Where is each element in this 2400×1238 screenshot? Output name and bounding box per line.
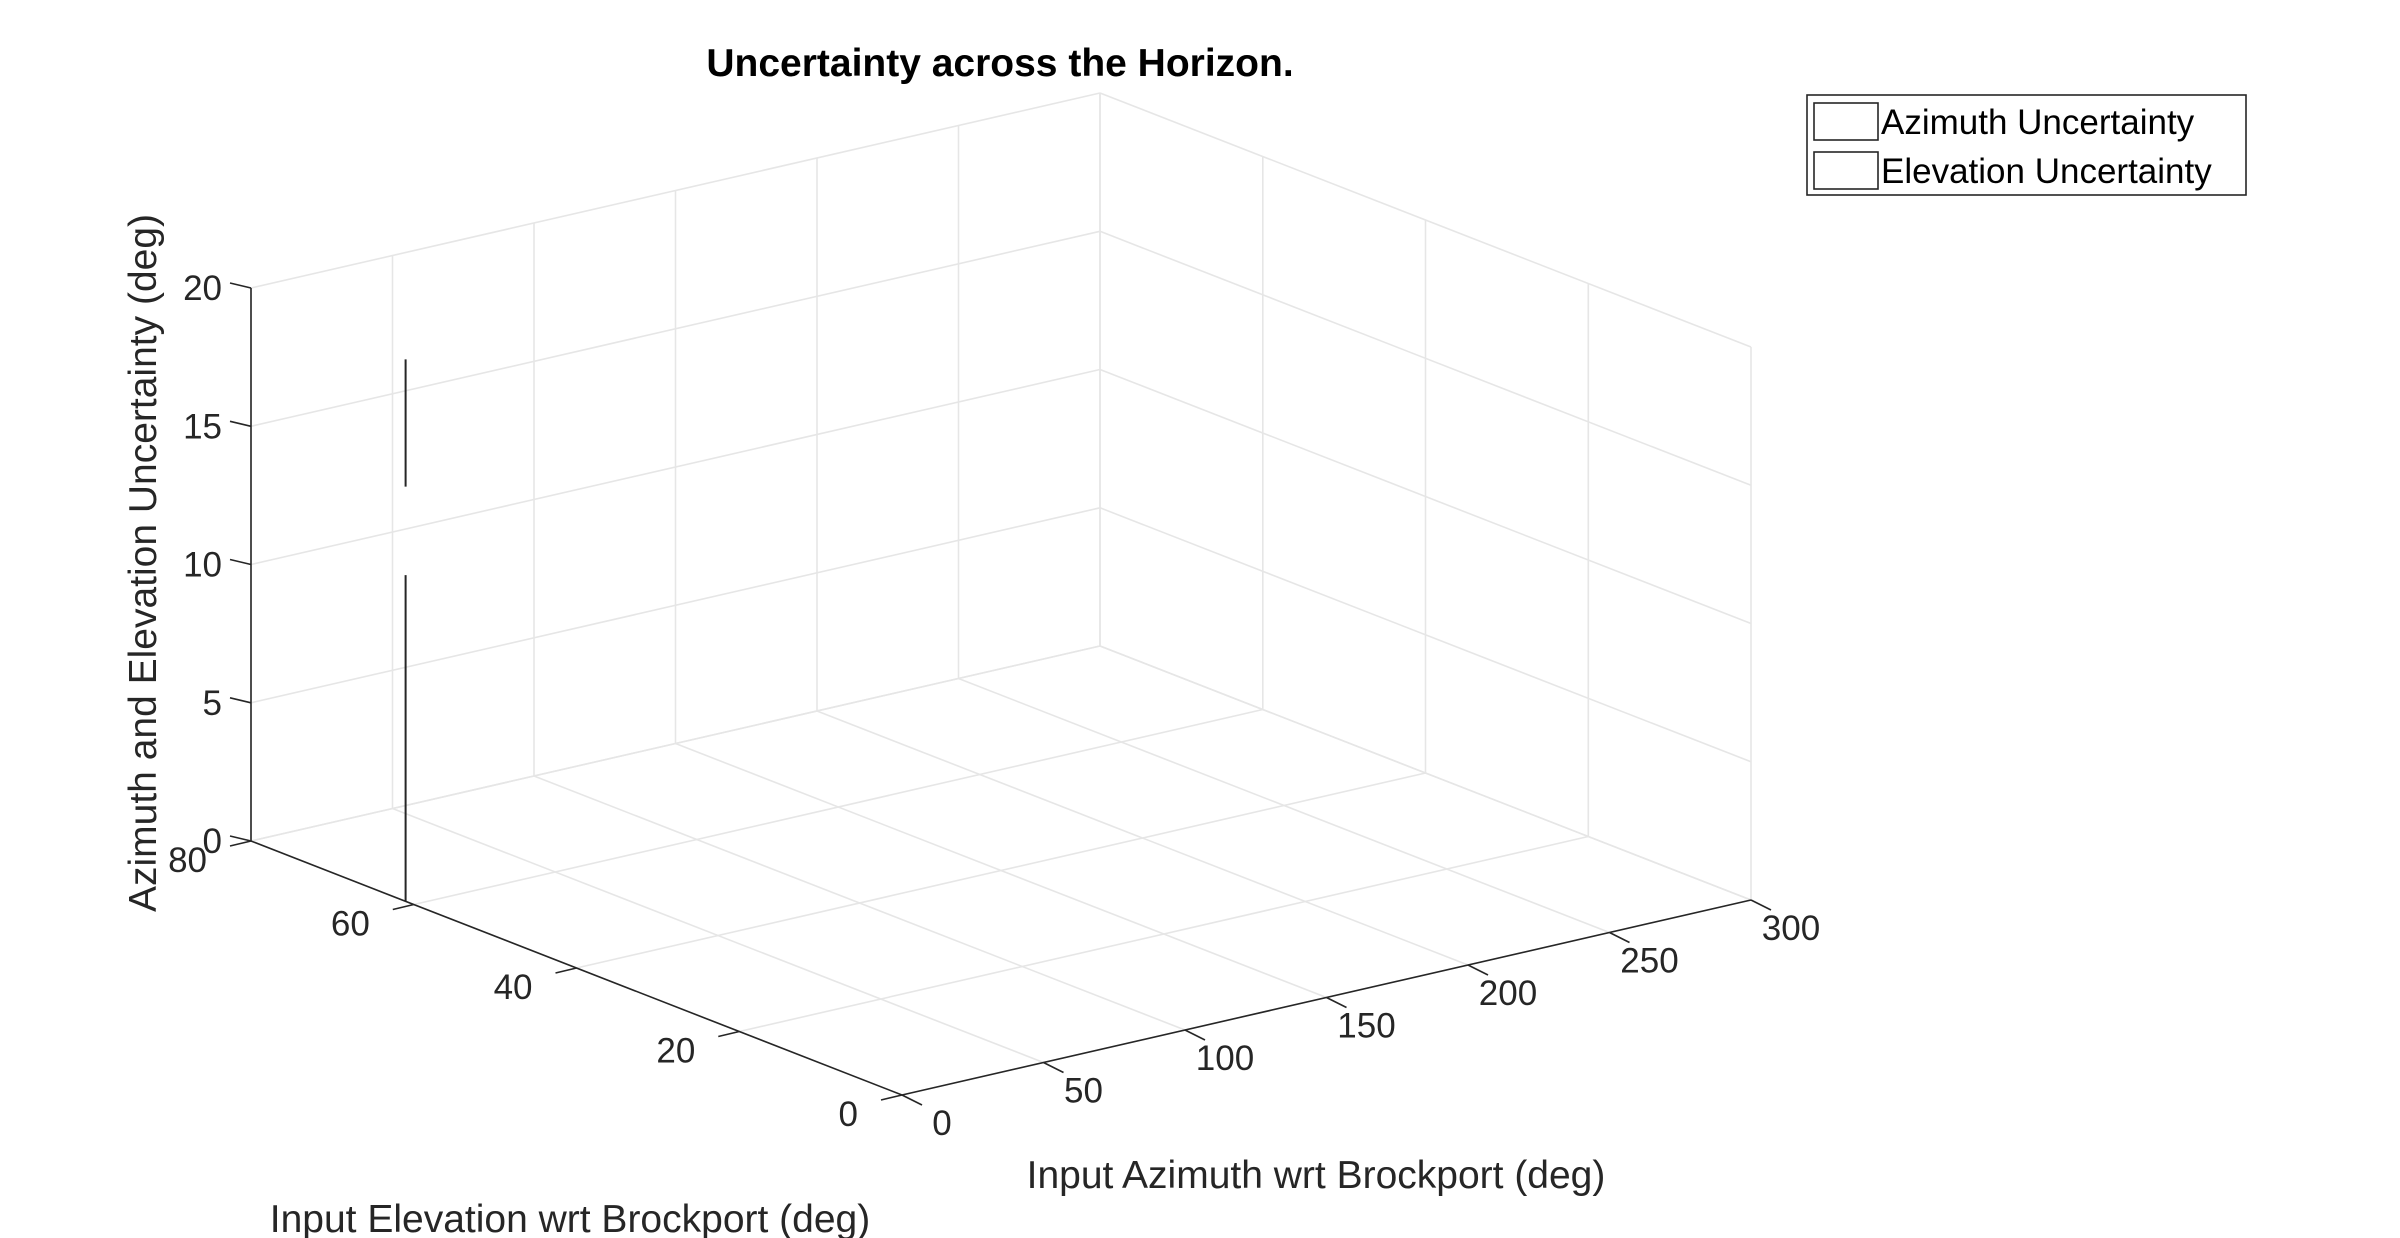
y-tick-label: 40 [494,968,533,1007]
x-tick-label: 200 [1479,974,1537,1013]
gridline-backwall-z [250,92,1101,289]
gridline-sidewall-z [1099,645,1752,901]
x-tick-label: 100 [1196,1039,1254,1078]
y-tick-label: 60 [331,905,370,944]
x-tick-label: 50 [1064,1072,1103,1111]
gridline-backwall-z [250,368,1101,566]
y-tick [880,1094,903,1101]
z-tick [229,558,252,566]
x-tick-label: 250 [1620,942,1678,981]
y-tick [718,1030,740,1038]
z-tick [229,420,252,428]
gridline-backwall-z [250,645,1101,842]
z-tick-label: 5 [203,684,222,723]
gridline-floor-y [576,772,1426,969]
x-tick [1326,996,1347,1009]
y-axis-label: Input Elevation wrt Brockport (deg) [270,1198,870,1238]
gridline-backwall-z [250,507,1101,704]
x-tick-label: 0 [932,1104,951,1143]
legend-swatch-azimuth [1813,102,1879,141]
gridline-sidewall-z [1099,507,1752,763]
x-tick-label: 300 [1762,909,1820,948]
legend-label-elevation: Elevation Uncertainty [1881,152,2212,191]
y-tick-label: 0 [839,1095,858,1134]
z-tick [229,697,252,704]
x-axis-label: Input Azimuth wrt Brockport (deg) [1027,1154,1606,1197]
axis-layer [229,282,1772,1106]
legend-label-azimuth: Azimuth Uncertainty [1881,103,2195,142]
z-tick [229,835,252,842]
gridline-sidewall-z [1099,230,1752,487]
gridline-floor-y [739,835,1589,1033]
y-tick-label: 20 [656,1032,695,1071]
x-tick [901,1094,923,1106]
y-tick [229,840,252,847]
chart-title: Uncertainty across the Horizon. [706,42,1293,85]
x-tick [1184,1029,1206,1041]
z-axis-label: Azimuth and Elevation Uncertainty (deg) [122,214,165,912]
gridline-backwall-z [250,230,1101,428]
z-tick-label: 15 [183,407,222,446]
y-tick [392,903,414,911]
x-tick [1043,1061,1064,1074]
legend-swatch-elevation [1813,151,1879,190]
z-tick-label: 20 [183,269,222,308]
z-tick-label: 10 [183,546,222,585]
legend-box [1806,94,2247,196]
y-tick-label: 80 [168,841,207,880]
z-tick [229,282,252,289]
grid-layer [250,92,1752,1096]
x-tick-label: 150 [1337,1007,1395,1046]
y-tick [555,967,577,974]
gridline-floor-y [413,708,1263,906]
z-tick-label: 0 [203,822,222,861]
legend: Azimuth Uncertainty Elevation Uncertaint… [1806,94,2247,196]
x-tick [1750,899,1772,911]
x-tick [1467,964,1489,976]
gridline-sidewall-z [1099,92,1752,348]
gridline-sidewall-z [1099,368,1752,625]
x-tick [1609,931,1630,944]
